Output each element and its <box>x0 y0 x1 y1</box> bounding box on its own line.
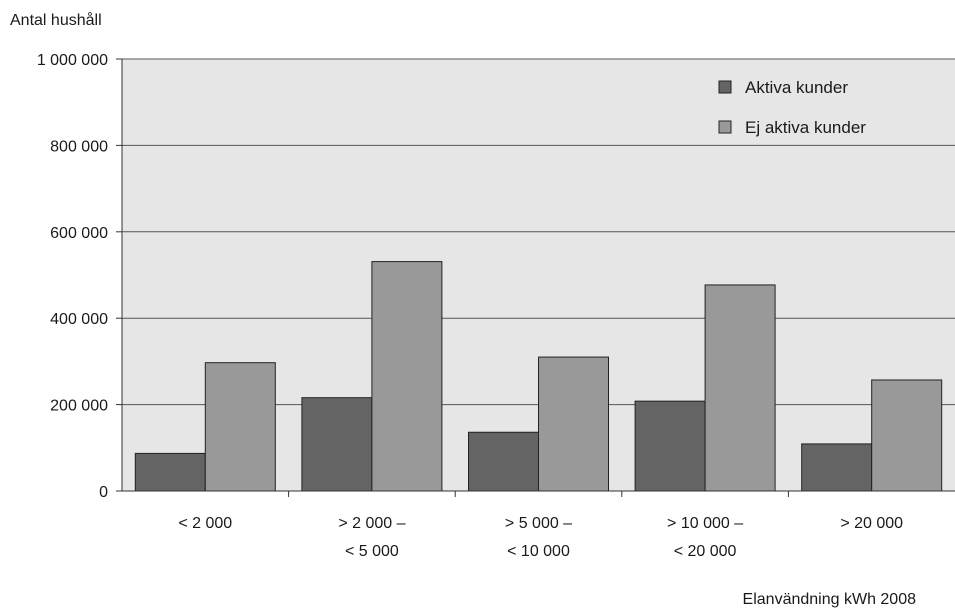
legend: Aktiva kunder Ej aktiva kunder <box>718 78 866 137</box>
legend-swatch <box>718 80 732 94</box>
bar <box>871 379 943 492</box>
y-tick-label: 800 000 <box>50 138 108 155</box>
x-axis-ticks: < 2 000 > 2 000 – < 5 000 > 5 000 – < 10 000… <box>178 491 903 560</box>
bar <box>468 431 539 492</box>
y-tick-label: 200 000 <box>50 398 108 415</box>
x-tick-label: < 2 000 <box>178 515 232 532</box>
bars <box>134 261 943 492</box>
x-tick-label: < 10 000 <box>507 543 570 560</box>
y-tick-label: 600 000 <box>50 225 108 242</box>
y-tick-label: 0 <box>99 484 108 501</box>
bar <box>371 261 443 492</box>
bar <box>134 452 206 492</box>
x-tick-label: > 5 000 – <box>505 515 572 532</box>
x-tick-label: > 20 000 <box>840 515 903 532</box>
y-axis-title: Antal hushåll <box>10 11 102 29</box>
bar <box>538 356 609 492</box>
bar <box>704 284 776 492</box>
legend-swatch <box>718 120 732 134</box>
bar <box>301 397 373 492</box>
legend-label: Aktiva kunder <box>745 78 848 97</box>
y-tick-label: 1 000 000 <box>37 52 108 69</box>
bar <box>634 400 706 492</box>
x-tick-label: > 2 000 – <box>338 515 405 532</box>
bar <box>204 362 276 492</box>
x-tick-label: < 5 000 <box>345 543 399 560</box>
x-tick-label: > 10 000 – <box>667 515 743 532</box>
legend-label: Ej aktiva kunder <box>745 118 866 137</box>
x-tick-label: < 20 000 <box>674 543 737 560</box>
y-tick-label: 400 000 <box>50 311 108 328</box>
axes <box>121 59 955 492</box>
bar <box>801 443 873 492</box>
x-axis-title: Elanvändning kWh 2008 <box>743 591 917 608</box>
y-axis-ticks: 0 200 000 400 000 600 000 800 000 1 000 000 <box>37 52 122 501</box>
